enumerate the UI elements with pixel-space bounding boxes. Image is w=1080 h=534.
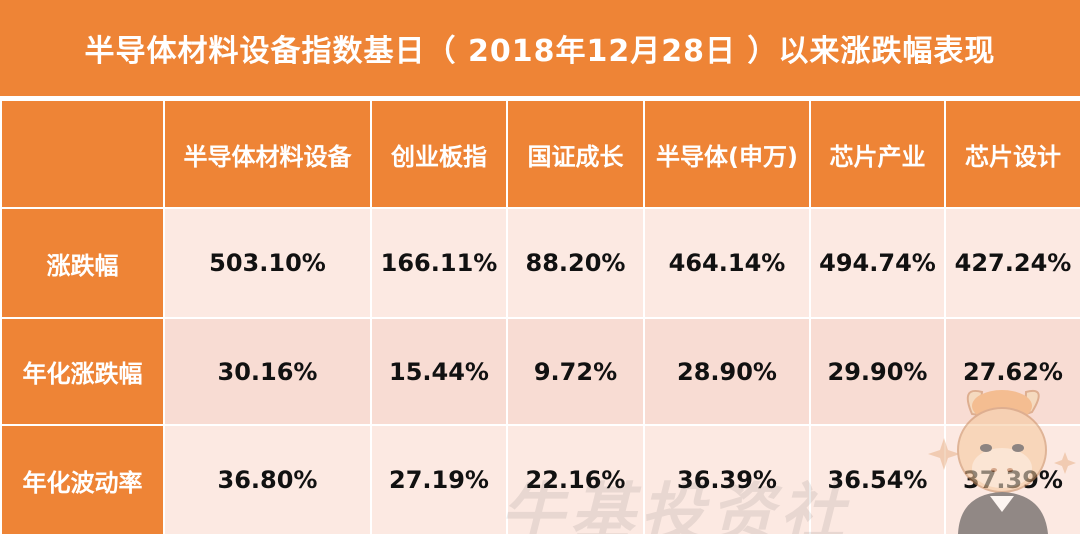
row-label: 年化波动率 (0, 424, 165, 534)
column-header: 芯片产业 (809, 99, 946, 209)
table-cell: 15.44% (370, 317, 508, 426)
table-cell: 29.90% (809, 317, 946, 426)
table-cell: 22.16% (506, 424, 645, 534)
table-cell: 88.20% (506, 207, 645, 319)
table-cell: 494.74% (809, 207, 946, 319)
table-row: 年化波动率 36.80% 27.19% 22.16% 36.39% 36.54%… (0, 424, 1080, 534)
column-header: 国证成长 (506, 99, 645, 209)
table-cell: 36.54% (809, 424, 946, 534)
page-title-text: 半导体材料设备指数基日（ 2018年12月28日 ）以来涨跌幅表现 (84, 34, 996, 69)
table-corner-cell (0, 99, 165, 209)
table-cell: 27.19% (370, 424, 508, 534)
table-cell: 9.72% (506, 317, 645, 426)
table-cell: 27.62% (944, 317, 1080, 426)
table-cell: 166.11% (370, 207, 508, 319)
table-cell: 30.16% (163, 317, 372, 426)
table-cell: 36.39% (643, 424, 811, 534)
table-cell: 427.24% (944, 207, 1080, 319)
table-row: 年化涨跌幅 30.16% 15.44% 9.72% 28.90% 29.90% … (0, 317, 1080, 426)
table-cell: 28.90% (643, 317, 811, 426)
table-row: 涨跌幅 503.10% 166.11% 88.20% 464.14% 494.7… (0, 207, 1080, 319)
column-header: 创业板指 (370, 99, 508, 209)
column-header: 半导体(申万) (643, 99, 811, 209)
table-cell: 503.10% (163, 207, 372, 319)
row-label: 涨跌幅 (0, 207, 165, 319)
row-label: 年化涨跌幅 (0, 317, 165, 426)
page-title: 半导体材料设备指数基日（ 2018年12月28日 ）以来涨跌幅表现 (0, 0, 1080, 96)
table-cell: 36.80% (163, 424, 372, 534)
table-cell: 464.14% (643, 207, 811, 319)
column-header: 芯片设计 (944, 99, 1080, 209)
table-header-row: 半导体材料设备 创业板指 国证成长 半导体(申万) 芯片产业 芯片设计 (0, 99, 1080, 209)
performance-table: 半导体材料设备 创业板指 国证成长 半导体(申万) 芯片产业 芯片设计 涨跌幅 … (0, 99, 1080, 534)
column-header: 半导体材料设备 (163, 99, 372, 209)
table-cell: 37.39% (944, 424, 1080, 534)
